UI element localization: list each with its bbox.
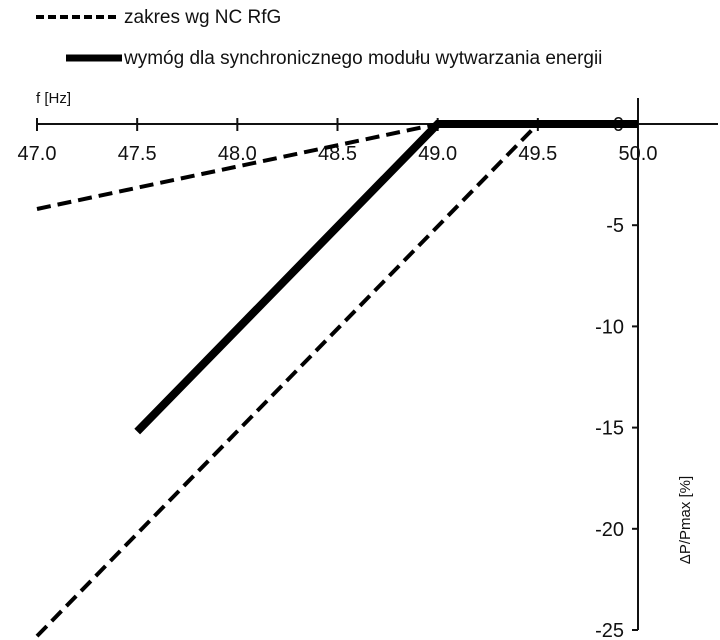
x-tick-label: 47.0 [18, 143, 57, 165]
x-axis-title: f [Hz] [36, 90, 71, 107]
y-ticks: 0-5-10-15-20-25 [595, 114, 638, 640]
y-tick-label: -15 [595, 418, 624, 440]
y-axis-title: ΔP/Pmax [%] [677, 476, 694, 564]
x-tick-label: 50.0 [619, 143, 658, 165]
y-tick-label: -10 [595, 316, 624, 338]
x-tick-label: 49.5 [518, 143, 557, 165]
legend-label-solid: wymóg dla synchronicznego modułu wytwarz… [123, 48, 602, 69]
series-layer [35, 120, 638, 638]
x-tick-label: 47.5 [118, 143, 157, 165]
legend: zakres wg NC RfG wymóg dla synchroniczne… [36, 7, 602, 69]
y-tick-label: -5 [606, 215, 624, 237]
y-tick-label: -20 [595, 519, 624, 541]
x-tick-label: 48.0 [218, 143, 257, 165]
requirement-line [134, 120, 638, 435]
y-tick-label: -25 [595, 620, 624, 640]
dashed-range-line [35, 122, 540, 638]
x-ticks: 47.0 47.5 48.0 48.5 49.0 49.5 50.0 [18, 118, 658, 165]
legend-label-dashed: zakres wg NC RfG [124, 7, 281, 28]
dashed-range-line [36, 122, 439, 211]
x-tick-label: 49.0 [418, 143, 457, 165]
